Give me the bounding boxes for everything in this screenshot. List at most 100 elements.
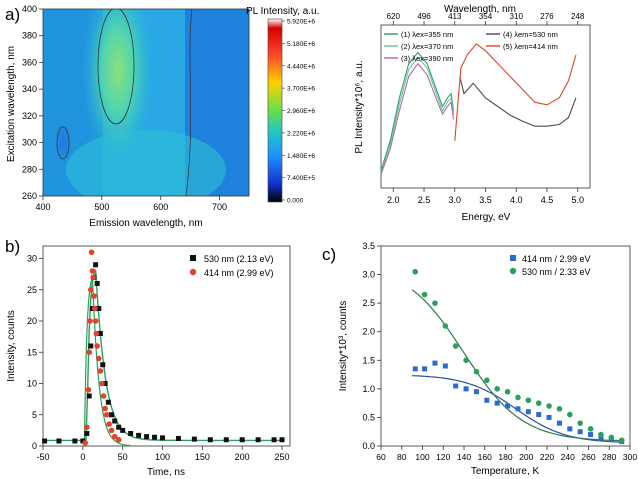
decay-point-530 [112,418,118,424]
decay-point-530 [191,436,197,442]
decay-point-530 [120,427,126,433]
spectra-top-tick-label: 413 [448,12,462,21]
decay-point-530 [94,281,100,286]
temperature-point-530 [556,406,563,412]
spectra-series-line [454,43,577,141]
temperature-y-tick-label: 0.0 [362,441,375,451]
spectra-x-tick-label: 2.0 [387,195,400,205]
decay-x-tick-label: 250 [275,452,290,462]
temperature-point-414 [442,363,448,369]
decay-point-530 [255,437,261,443]
temperature-point-530 [598,431,604,438]
spectra-top-tick-label: 620 [387,12,401,21]
decay-point-530 [223,437,229,443]
spectra-top-tick-label: 354 [479,12,493,21]
decay-y-tick-label: 30 [27,254,37,264]
colorbar-tick-label: 3.700E+6 [287,86,315,93]
decay-point-530 [84,431,90,436]
colorbar-tick-label: 0.000 [287,198,304,205]
spectra-panel: Wavelength, nm 620 496 413 354 310 276 248 2.0… [354,4,591,223]
temperature-point-530 [421,291,428,298]
decay-point-530 [144,434,150,440]
decay-point-414 [95,355,102,362]
heatmap-x-tick-label: 700 [212,202,227,212]
temperature-point-414 [505,403,511,409]
decay-point-414 [89,268,96,274]
temperature-point-414 [598,434,604,440]
decay-y-tick-label: 25 [27,285,37,295]
heatmap-y-tick-label: 400 [22,4,37,14]
colorbar-tick-label: 7.400E+5 [287,175,315,182]
temperature-point-530 [494,386,501,392]
decay-point-530 [152,434,158,440]
spectra-x-tick-label: 4.5 [541,195,554,205]
temperature-point-530 [432,300,438,306]
temperature-y-tick-label: 3.0 [362,270,375,280]
temperature-point-530 [577,420,583,426]
temperature-point-530 [515,394,521,401]
decay-x-tick-label: 50 [118,452,128,462]
temperature-y-tick-label: 1.5 [362,355,375,365]
temperature-point-414 [577,429,583,435]
spectra-x-tick-label: 5.0 [571,195,584,205]
temperature-point-530 [618,437,625,444]
decay-y-tick-label: 10 [27,379,37,389]
spectra-x-label: Energy, eV [462,212,511,223]
decay-x-tick-label: 100 [155,452,170,462]
temperature-point-414 [525,409,531,415]
temperature-point-530 [525,397,532,404]
decay-x-tick-label: 0 [80,452,85,462]
decay-frame [42,245,291,447]
decay-point-414 [111,433,118,440]
colorbar-title: PL Intensity, a.u. [246,6,319,17]
decay-point-414 [85,386,92,393]
temperature-point-414 [515,406,521,412]
decay-point-530 [100,362,106,368]
decay-point-414 [103,411,110,418]
temperature-y-tick-label: 2.0 [362,327,375,337]
temperature-legend-label: 530 nm / 2.33 eV [522,267,591,277]
spectra-top-tick-label: 248 [571,12,585,21]
decay-point-530 [93,262,99,268]
temperature-point-414 [588,432,594,438]
temperature-y-tick-label: 3.5 [362,241,375,251]
temperature-point-530 [484,377,490,384]
decay-legend-marker-530 [190,255,196,261]
decay-point-414 [91,305,98,312]
temperature-x-tick-label: 280 [602,452,616,462]
temperature-x-tick-label: 180 [498,452,512,462]
heatmap-y-tick-label: 340 [22,84,37,94]
spectra-top-tick-label: 496 [417,12,431,21]
temperature-point-530 [452,343,459,349]
decay-point-414 [87,318,93,324]
spectra-top-axis-label: Wavelength, nm [444,4,516,15]
decay-point-414 [84,424,90,431]
temperature-fit-530 [411,289,624,442]
decay-x-label: Time, ns [147,467,185,478]
decay-point-414 [90,274,96,281]
temperature-point-414 [463,386,469,392]
heatmap-y-tick-label: 320 [22,111,37,121]
temperature-x-tick-label: 60 [376,452,386,462]
temperature-point-414 [432,360,438,366]
temperature-panel: 60 80 100 120 140 160 180 200 220 240 260 280 300 0.… [338,241,637,477]
decay-point-414 [92,318,99,324]
temperature-x-tick-label: 260 [581,452,595,462]
temperature-point-530 [473,368,480,375]
temperature-y-tick-label: 2.5 [362,298,375,308]
temperature-point-414 [546,414,552,420]
decay-x-tick-label: 200 [235,452,250,462]
decay-y-tick-label: 20 [27,316,37,326]
decay-point-530 [102,381,108,386]
spectra-x-tick-label: 3.0 [449,195,462,205]
temperature-point-530 [442,323,449,329]
spectra-series-line [380,62,455,175]
spectra-top-tick-label: 276 [540,12,554,21]
decay-point-414 [82,440,89,446]
colorbar-tick-label: 2.960E+6 [287,108,315,115]
decay-point-414 [99,380,105,387]
decay-y-tick-label: 0 [32,441,37,451]
temperature-point-414 [494,400,500,406]
colorbar [267,18,283,203]
heatmap-peak-contour [97,9,135,125]
